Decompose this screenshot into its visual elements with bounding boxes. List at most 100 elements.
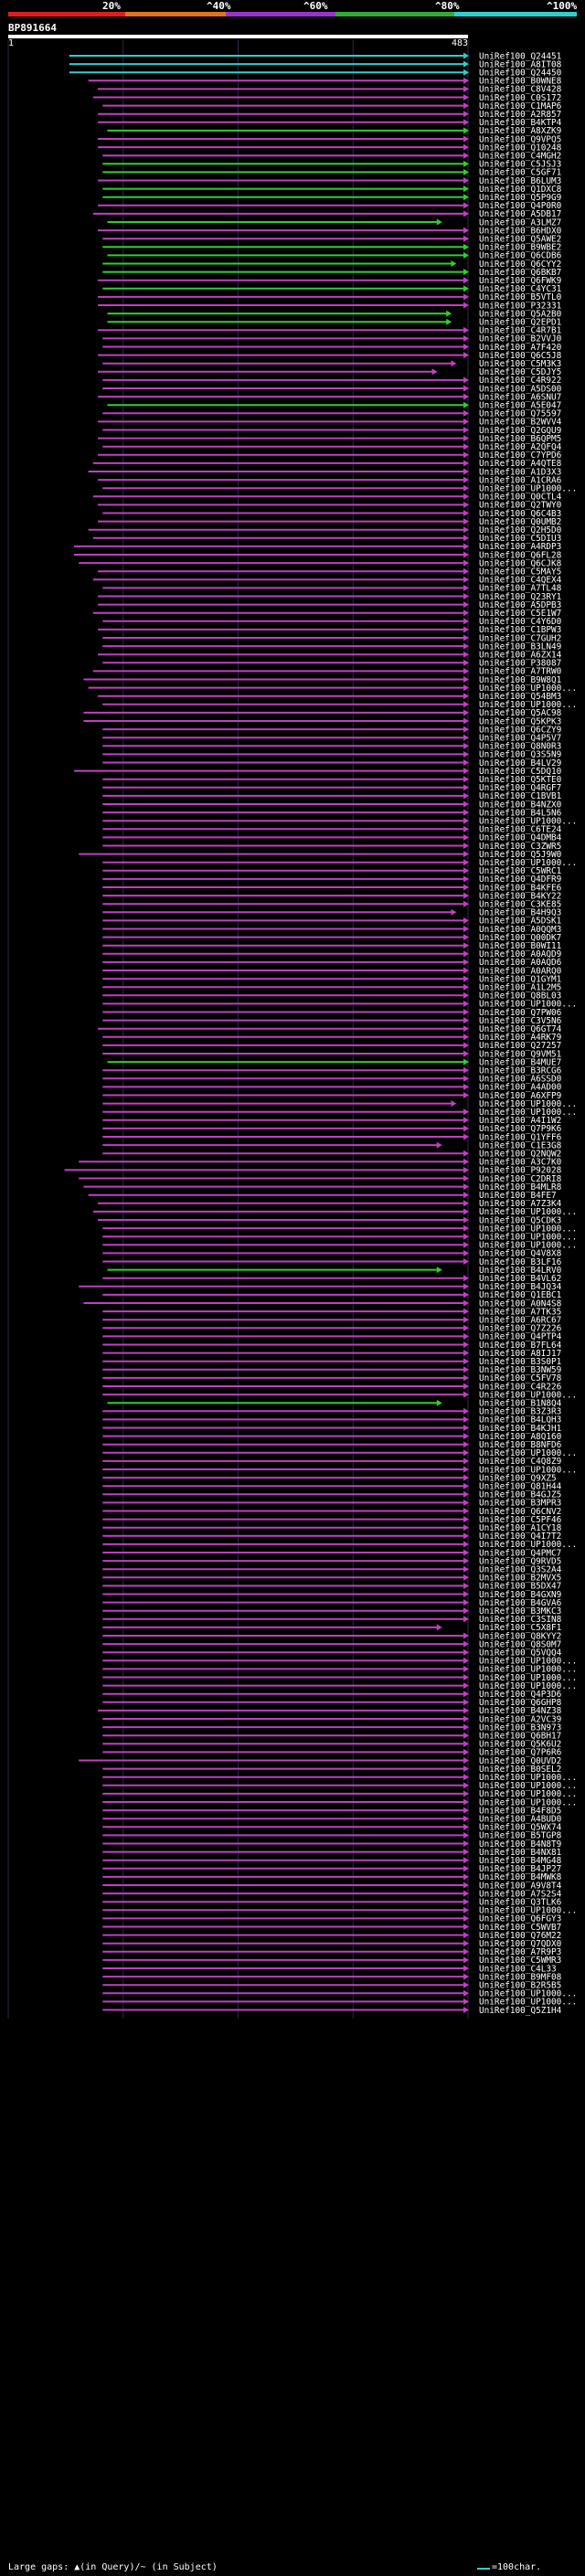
hit-arrow xyxy=(463,1216,469,1224)
hit-label: UniRef100_B2R5B5 xyxy=(479,1981,561,1991)
hit-label: UniRef100_A7R9P3 xyxy=(479,1947,561,1957)
hit-arrow xyxy=(463,334,469,342)
hit-label: UniRef100_Q5J9W0 xyxy=(479,850,562,860)
hit-label: UniRef100_Q6CDB6 xyxy=(479,251,562,261)
hit-arrow xyxy=(463,1940,469,1947)
query-scale-end: 483 xyxy=(452,38,469,48)
hit-arrow xyxy=(463,817,469,824)
hit-label: UniRef100_A0AQD6 xyxy=(479,958,562,968)
hit-arrow xyxy=(463,119,469,126)
hit-label: UniRef100_A8IT08 xyxy=(479,59,562,69)
hit-arrow xyxy=(463,642,469,650)
hit-label: UniRef100_Q9VM51 xyxy=(479,1049,562,1059)
hit-arrow xyxy=(463,1083,469,1090)
hit-arrow xyxy=(463,1823,469,1830)
legend-band-orange xyxy=(125,12,226,16)
hit-arrow xyxy=(463,152,469,159)
hit-label: UniRef100_Q1EBC1 xyxy=(479,1290,562,1300)
hit-label: UniRef100_B4VL62 xyxy=(479,1274,561,1284)
hit-arrow xyxy=(463,942,469,949)
hit-arrow xyxy=(463,143,469,151)
hit-label: UniRef100_A6RC67 xyxy=(479,1316,561,1326)
hit-arrow xyxy=(463,1565,469,1573)
hit-arrow xyxy=(463,1765,469,1773)
hit-arrow xyxy=(463,551,469,558)
hit-label: UniRef100_B3MPR3 xyxy=(479,1499,561,1509)
hit-label: UniRef100_Q4DMB4 xyxy=(479,833,562,843)
hit-label: UniRef100_B3NW59 xyxy=(479,1365,562,1375)
hit-arrow xyxy=(463,1458,469,1465)
hit-arrow xyxy=(463,1956,469,1964)
hit-arrow xyxy=(463,52,469,59)
hit-label: UniRef100_A8IJ17 xyxy=(479,1349,561,1359)
hit-arrow xyxy=(463,468,469,475)
hit-label: UniRef100_B4N8T9 xyxy=(479,1839,562,1850)
hit-label: UniRef100_Q7QDX0 xyxy=(479,1939,562,1949)
hit-arrow xyxy=(451,360,457,367)
hit-label: UniRef100_P32331 xyxy=(479,301,562,311)
legend-label-100: ^100% xyxy=(547,0,578,12)
hit-arrow xyxy=(463,476,469,483)
hit-arrow xyxy=(463,393,469,400)
hit-label: UniRef100_UP1000... xyxy=(479,1673,577,1683)
hit-label: UniRef100_B3S0P1 xyxy=(479,1357,562,1367)
hit-arrow xyxy=(463,1249,469,1256)
hit-arrow xyxy=(463,1674,469,1680)
hit-arrow xyxy=(463,809,469,816)
hit-label: UniRef100_A0AQD9 xyxy=(479,949,562,959)
hit-label: UniRef100_C5WMR3 xyxy=(479,1956,561,1966)
hit-label: UniRef100_Q8S0M7 xyxy=(479,1639,561,1649)
hit-label: UniRef100_A0N4S8 xyxy=(479,1299,562,1309)
hit-arrow xyxy=(463,601,469,609)
hit-arrow xyxy=(463,1665,469,1672)
hit-label: UniRef100_A4RK79 xyxy=(479,1033,562,1043)
hit-arrow xyxy=(463,1906,469,1913)
hit-label: UniRef100_Q1YFF6 xyxy=(479,1132,562,1142)
hit-label: UniRef100_A6SNU7 xyxy=(479,392,561,402)
hit-arrow xyxy=(463,1433,469,1440)
hit-arrow xyxy=(463,1707,469,1714)
hit-label: UniRef100_C5DJY5 xyxy=(479,367,561,377)
hit-label: UniRef100_Q4DFR9 xyxy=(479,875,562,885)
hit-arrow xyxy=(463,1407,469,1415)
hit-label: UniRef100_B7FL64 xyxy=(479,1341,562,1351)
legend-band-cyan xyxy=(454,12,577,16)
hit-label: UniRef100_C5WRC1 xyxy=(479,866,562,876)
hit-label: UniRef100_A0QQM3 xyxy=(479,925,561,935)
hit-arrow xyxy=(463,717,469,725)
hit-arrow xyxy=(463,800,469,808)
hit-arrow xyxy=(463,776,469,783)
hit-label: UniRef100_C1E3G8 xyxy=(479,1140,562,1150)
hit-arrow xyxy=(463,1757,469,1764)
hit-label: UniRef100_B6LUM3 xyxy=(479,176,561,186)
hit-label: UniRef100_Q6CYY2 xyxy=(479,260,561,270)
hit-arrow xyxy=(463,626,469,633)
hit-arrow xyxy=(463,833,469,841)
hit-arrow xyxy=(463,576,469,583)
hit-label: UniRef100_C5PF46 xyxy=(479,1515,562,1525)
hit-arrow xyxy=(463,1316,469,1323)
hit-arrow xyxy=(463,950,469,958)
hit-arrow xyxy=(463,1358,469,1365)
hit-label: UniRef100_UP1000... xyxy=(479,700,577,710)
hit-arrow xyxy=(463,293,469,301)
hit-arrow xyxy=(463,1415,469,1423)
hit-arrow xyxy=(463,269,469,276)
hit-arrow xyxy=(463,634,469,641)
hit-label: UniRef100_C5MAY5 xyxy=(479,567,561,578)
hit-label: UniRef100_A1D3X3 xyxy=(479,467,561,477)
hit-arrow xyxy=(463,1241,469,1248)
hit-label: UniRef100_Q6GHP8 xyxy=(479,1698,562,1708)
hit-arrow xyxy=(463,1490,469,1498)
hit-arrow xyxy=(463,1807,469,1814)
hit-arrow xyxy=(463,1308,469,1315)
hit-arrow xyxy=(463,1275,469,1282)
hit-label: UniRef100_Q6C5J8 xyxy=(479,351,562,361)
hit-arrow xyxy=(463,352,469,359)
hit-arrow xyxy=(463,177,469,184)
hit-label: UniRef100_B4KTP4 xyxy=(479,118,562,128)
hit-arrow xyxy=(463,1798,469,1806)
hit-arrow xyxy=(463,85,469,92)
hit-arrow xyxy=(463,344,469,350)
hit-arrow xyxy=(463,501,469,508)
